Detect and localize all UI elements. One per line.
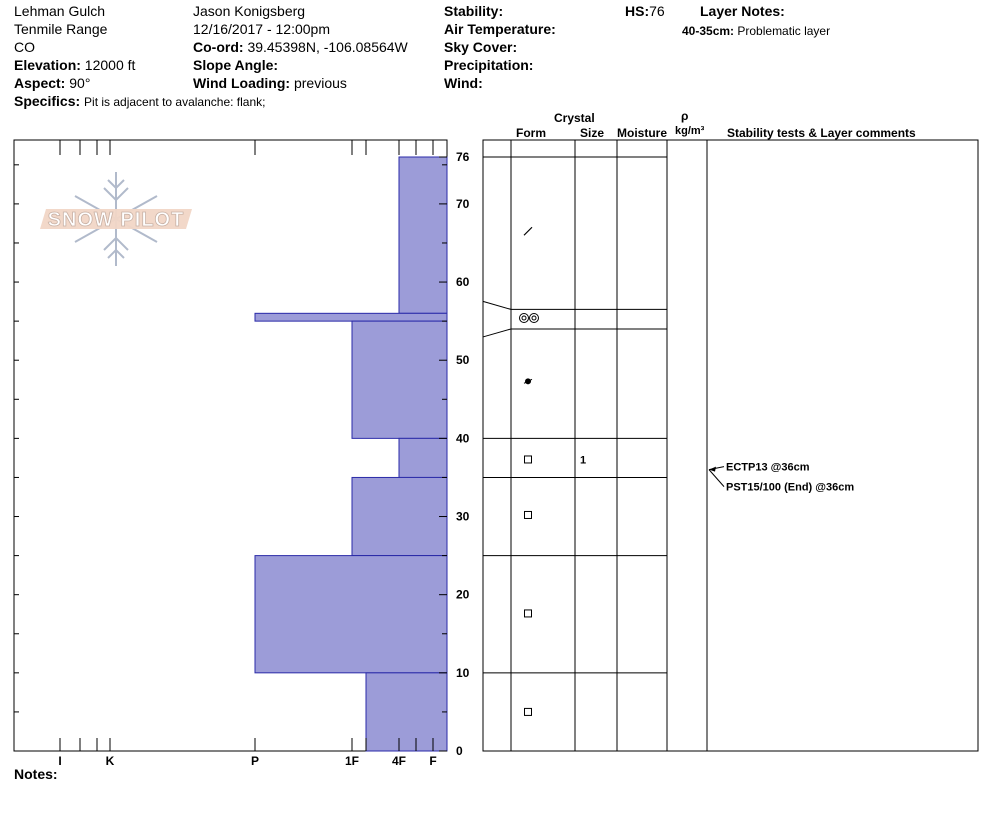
crystal-dot-stroke-2 — [523, 378, 533, 384]
layer-note-text: Problematic layer — [737, 24, 831, 38]
height-label-30: 30 — [456, 510, 470, 524]
snow-height: HS:76 — [625, 3, 665, 20]
crystal-slash-0 — [523, 226, 533, 236]
hardness-label-k: K — [106, 754, 115, 768]
stability-test-label-0: ECTP13 @36cm — [726, 462, 810, 474]
hardness-bar-6 — [365, 672, 448, 752]
specifics-value: Pit is adjacent to avalanche: flank; — [84, 95, 266, 109]
elevation: Elevation: 12000 ft — [14, 57, 135, 74]
mountain-range: Tenmile Range — [14, 21, 108, 37]
hardness-bar-3 — [398, 437, 448, 478]
hardness-label-4f: 4F — [392, 754, 406, 768]
crystal-square-4 — [524, 510, 532, 519]
hs-label: HS: — [625, 3, 650, 19]
height-label-76: 76 — [456, 150, 470, 164]
sky-cover-label: Sky Cover: — [444, 39, 518, 55]
crystal-ring-b-1 — [529, 313, 539, 324]
crystal-ring-a-inner-1 — [521, 315, 527, 321]
elevation-value: 12000 ft — [84, 57, 136, 73]
hs-value: 76 — [649, 3, 665, 19]
slope-angle-label: Slope Angle: — [193, 57, 279, 73]
wind-loading: Wind Loading: previous — [193, 75, 347, 92]
observer-name: Jason Konigsberg — [193, 3, 306, 19]
height-label-60: 60 — [456, 275, 470, 289]
observation-datetime: 12/16/2017 - 12:00pm — [193, 21, 330, 37]
crystal-ring-b-inner-1 — [531, 315, 537, 321]
hardness-label-i: I — [58, 754, 61, 768]
specifics-label: Specifics: — [14, 93, 81, 109]
layer-connector-1 — [482, 300, 512, 310]
layer-note-range: 40-35cm: — [682, 24, 735, 38]
layer-table-frame — [482, 139, 979, 752]
stability-test-leader-1 — [708, 469, 725, 487]
crystal-size-3: 1 — [580, 454, 586, 466]
hardness-label-f: F — [429, 754, 436, 768]
coord-label: Co-ord: — [193, 39, 244, 55]
density-symbol: ρ — [681, 109, 689, 123]
height-label-50: 50 — [456, 353, 470, 367]
location-name: Lehman Gulch — [14, 3, 106, 19]
crystal-square-6 — [524, 707, 532, 716]
hardness-bar-2 — [351, 320, 448, 439]
stability-tests-header: Stability tests & Layer comments — [727, 126, 916, 140]
elevation-label: Elevation: — [14, 57, 81, 73]
hardness-bar-5 — [254, 555, 448, 674]
coordinates: Co-ord: 39.45398N, -106.08564W — [193, 39, 408, 56]
layer-connector-2 — [482, 328, 512, 338]
stability-test-arrowhead — [709, 466, 716, 472]
notes-label: Notes: — [14, 766, 58, 782]
specifics: Specifics: Pit is adjacent to avalanche:… — [14, 93, 265, 111]
wind-label: Wind: — [444, 75, 483, 91]
moisture-header: Moisture — [617, 126, 668, 140]
density-unit: kg/m³ — [675, 125, 705, 137]
crystal-ring-a-1 — [519, 313, 529, 324]
stability-label: Stability: — [444, 3, 504, 19]
stability-test-label-1: PST15/100 (End) @36cm — [726, 482, 854, 494]
aspect: Aspect: 90° — [14, 75, 90, 92]
wind-loading-label: Wind Loading: — [193, 75, 291, 91]
aspect-value: 90° — [69, 75, 91, 91]
height-label-70: 70 — [456, 197, 470, 211]
aspect-label: Aspect: — [14, 75, 66, 91]
hardness-bar-1 — [254, 312, 448, 322]
form-header: Form — [516, 126, 546, 140]
layer-notes-label: Layer Notes: — [700, 3, 785, 19]
hardness-label-1f: 1F — [345, 754, 359, 768]
crystal-header: Crystal — [554, 111, 595, 125]
height-label-40: 40 — [456, 431, 470, 445]
hardness-bar-4 — [351, 476, 448, 557]
layer-note: 40-35cm: Problematic layer — [682, 23, 830, 40]
size-header: Size — [580, 126, 605, 140]
hardness-label-p: P — [251, 754, 259, 768]
crystal-square-3 — [524, 455, 532, 464]
precipitation-label: Precipitation: — [444, 57, 534, 73]
crystal-square-5 — [524, 609, 532, 618]
height-label-20: 20 — [456, 588, 470, 602]
hardness-bar-0 — [398, 156, 448, 314]
air-temperature-label: Air Temperature: — [444, 21, 556, 37]
height-label-10: 10 — [456, 666, 470, 680]
state: CO — [14, 39, 35, 55]
height-label-0: 0 — [456, 744, 463, 758]
wind-loading-value: previous — [293, 75, 347, 91]
coord-value: 39.45398N, -106.08564W — [247, 39, 408, 55]
